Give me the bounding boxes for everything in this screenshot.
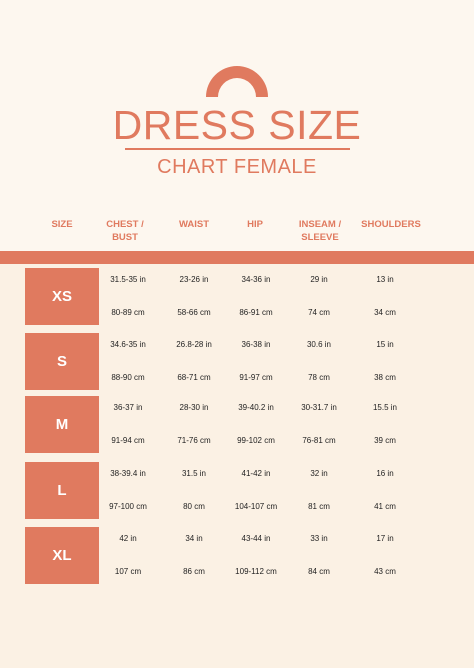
cell-hip-cm: 104-107 cm	[234, 502, 278, 511]
size-label-l: L	[25, 462, 99, 519]
cell-inseam-cm: 84 cm	[308, 567, 330, 576]
cell-waist-in: 28-30 in	[179, 403, 209, 412]
cell-hip-in: 34-36 in	[241, 275, 271, 284]
cell-waist-in: 23-26 in	[179, 275, 209, 284]
cell-inseam-in: 30.6 in	[306, 340, 332, 349]
header-size: SIZE	[51, 219, 73, 230]
cell-hip-in: 43-44 in	[241, 534, 271, 543]
page-subtitle: CHART FEMALE	[157, 156, 317, 178]
cell-inseam-cm: 74 cm	[308, 308, 330, 317]
header-bar	[0, 251, 474, 264]
cell-shoulders-in: 13 in	[376, 275, 394, 284]
cell-chest-cm: 97-100 cm	[109, 502, 147, 511]
size-label-xs: XS	[25, 268, 99, 325]
size-label-xl: XL	[25, 527, 99, 584]
cell-chest-in: 36-37 in	[113, 403, 143, 412]
cell-chest-cm: 107 cm	[114, 567, 142, 576]
cell-shoulders-cm: 38 cm	[374, 373, 396, 382]
cell-waist-cm: 80 cm	[183, 502, 205, 511]
cell-waist-cm: 58-66 cm	[177, 308, 211, 317]
cell-inseam-cm: 78 cm	[308, 373, 330, 382]
header-hip: HIP	[247, 219, 263, 230]
cell-hip-in: 39-40.2 in	[238, 403, 274, 412]
cell-waist-cm: 71-76 cm	[177, 436, 211, 445]
cell-waist-in: 26.8-28 in	[176, 340, 212, 349]
cell-waist-in: 31.5 in	[181, 469, 207, 478]
cell-chest-cm: 80-89 cm	[111, 308, 145, 317]
cell-shoulders-cm: 34 cm	[374, 308, 396, 317]
cell-shoulders-cm: 43 cm	[374, 567, 396, 576]
title-divider	[125, 148, 350, 150]
cell-shoulders-in: 17 in	[376, 534, 394, 543]
cell-inseam-in: 32 in	[310, 469, 328, 478]
cell-shoulders-cm: 41 cm	[374, 502, 396, 511]
page-title: DRESS SIZE	[112, 102, 362, 148]
arch-logo-icon	[206, 66, 268, 97]
cell-inseam-cm: 76-81 cm	[302, 436, 336, 445]
cell-chest-cm: 88-90 cm	[111, 373, 145, 382]
cell-inseam-cm: 81 cm	[308, 502, 330, 511]
cell-chest-in: 31.5-35 in	[110, 275, 146, 284]
cell-chest-in: 34.6-35 in	[110, 340, 146, 349]
cell-chest-cm: 91-94 cm	[111, 436, 145, 445]
cell-hip-in: 41-42 in	[241, 469, 271, 478]
cell-inseam-in: 30-31.7 in	[301, 403, 337, 412]
header-shoulders: SHOULDERS	[361, 219, 421, 230]
cell-hip-in: 36-38 in	[241, 340, 271, 349]
cell-waist-cm: 86 cm	[183, 567, 205, 576]
cell-inseam-in: 33 in	[310, 534, 328, 543]
size-label-s: S	[25, 333, 99, 390]
cell-waist-in: 34 in	[185, 534, 203, 543]
cell-shoulders-cm: 39 cm	[374, 436, 396, 445]
header-background	[0, 0, 474, 252]
cell-shoulders-in: 15.5 in	[372, 403, 398, 412]
cell-inseam-in: 29 in	[310, 275, 328, 284]
cell-hip-cm: 86-91 cm	[239, 308, 273, 317]
cell-chest-in: 38-39.4 in	[110, 469, 146, 478]
cell-shoulders-in: 15 in	[376, 340, 394, 349]
header-chest-bust: CHEST / BUST	[106, 219, 144, 243]
cell-hip-cm: 99-102 cm	[237, 436, 275, 445]
header-inseam-sleeve: INSEAM / SLEEVE	[298, 219, 342, 243]
cell-hip-cm: 91-97 cm	[239, 373, 273, 382]
cell-waist-cm: 68-71 cm	[177, 373, 211, 382]
cell-chest-in: 42 in	[119, 534, 137, 543]
cell-hip-cm: 109-112 cm	[235, 567, 277, 576]
header-waist: WAIST	[178, 219, 210, 230]
cell-shoulders-in: 16 in	[376, 469, 394, 478]
size-label-m: M	[25, 396, 99, 453]
